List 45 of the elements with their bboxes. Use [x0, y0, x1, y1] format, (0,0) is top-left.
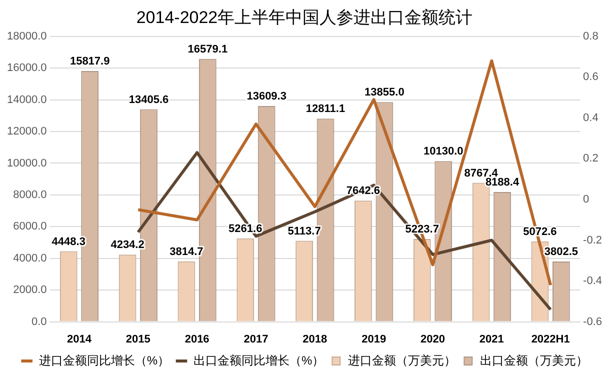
x-tick-label: 2020	[420, 333, 445, 346]
y2-tick-label: -0.2	[583, 234, 602, 246]
x-tick-label: 2019	[362, 333, 386, 346]
y2-tick-label: 0.2	[583, 152, 598, 165]
y2-tick-label: 0.4	[583, 112, 598, 124]
text: 12811.1	[306, 103, 346, 116]
text: 3802.5	[544, 246, 578, 258]
y2-tick-label: 0.6	[583, 71, 598, 84]
text: 10130.0	[423, 146, 464, 158]
x-tick-label: 2017	[244, 333, 268, 346]
text: 4234.2	[110, 239, 144, 252]
text: 3814.7	[170, 246, 204, 258]
x-tick-label: 2015	[126, 333, 150, 346]
y-tick-label: 10000.0	[6, 157, 47, 170]
x-tick-label: 2021	[479, 333, 504, 346]
text: 5113.7	[288, 225, 321, 238]
y-tick-label: 2000.0	[13, 284, 47, 296]
y-tick-label: 16000.0	[6, 62, 47, 74]
y-tick-label: 8000.0	[13, 188, 47, 201]
legend-label: 进口金额（万美元）	[348, 353, 456, 368]
text: 16579.1	[188, 43, 228, 56]
y-tick-label: 4000.0	[13, 252, 47, 264]
y-tick-label: 6000.0	[13, 220, 47, 233]
y-tick-label: 18000.0	[6, 30, 47, 42]
y-tick-label: 12000.0	[6, 126, 47, 138]
chart-title: 2014-2022年上半年中国人参进出口金额统计	[136, 8, 473, 27]
text: 8188.4	[485, 176, 520, 188]
y2-tick-label: -0.4	[583, 275, 602, 288]
x-tick-label: 2018	[302, 333, 328, 346]
text: 13405.6	[128, 94, 169, 106]
text: 15817.9	[70, 56, 110, 68]
y2-tick-label: 0	[583, 194, 590, 206]
y-tick-label: 14000.0	[6, 94, 47, 106]
legend-label: 出口金额（万美元）	[480, 353, 588, 368]
text: 13855.0	[364, 86, 404, 99]
x-tick-label: 2016	[184, 333, 210, 346]
y2-tick-label: -0.6	[583, 316, 602, 328]
y2-tick-label: 0.8	[583, 30, 598, 42]
legend-label: 出口金额同比增长（%）	[194, 353, 324, 368]
x-tick-label: 2014	[66, 333, 92, 346]
x-tick-label: 2022H1	[531, 333, 570, 346]
text: 13609.3	[246, 90, 286, 103]
y-tick-label: 0.0	[31, 316, 47, 328]
legend-label: 进口金额同比增长（%）	[38, 353, 170, 368]
text: 4448.3	[52, 236, 86, 248]
